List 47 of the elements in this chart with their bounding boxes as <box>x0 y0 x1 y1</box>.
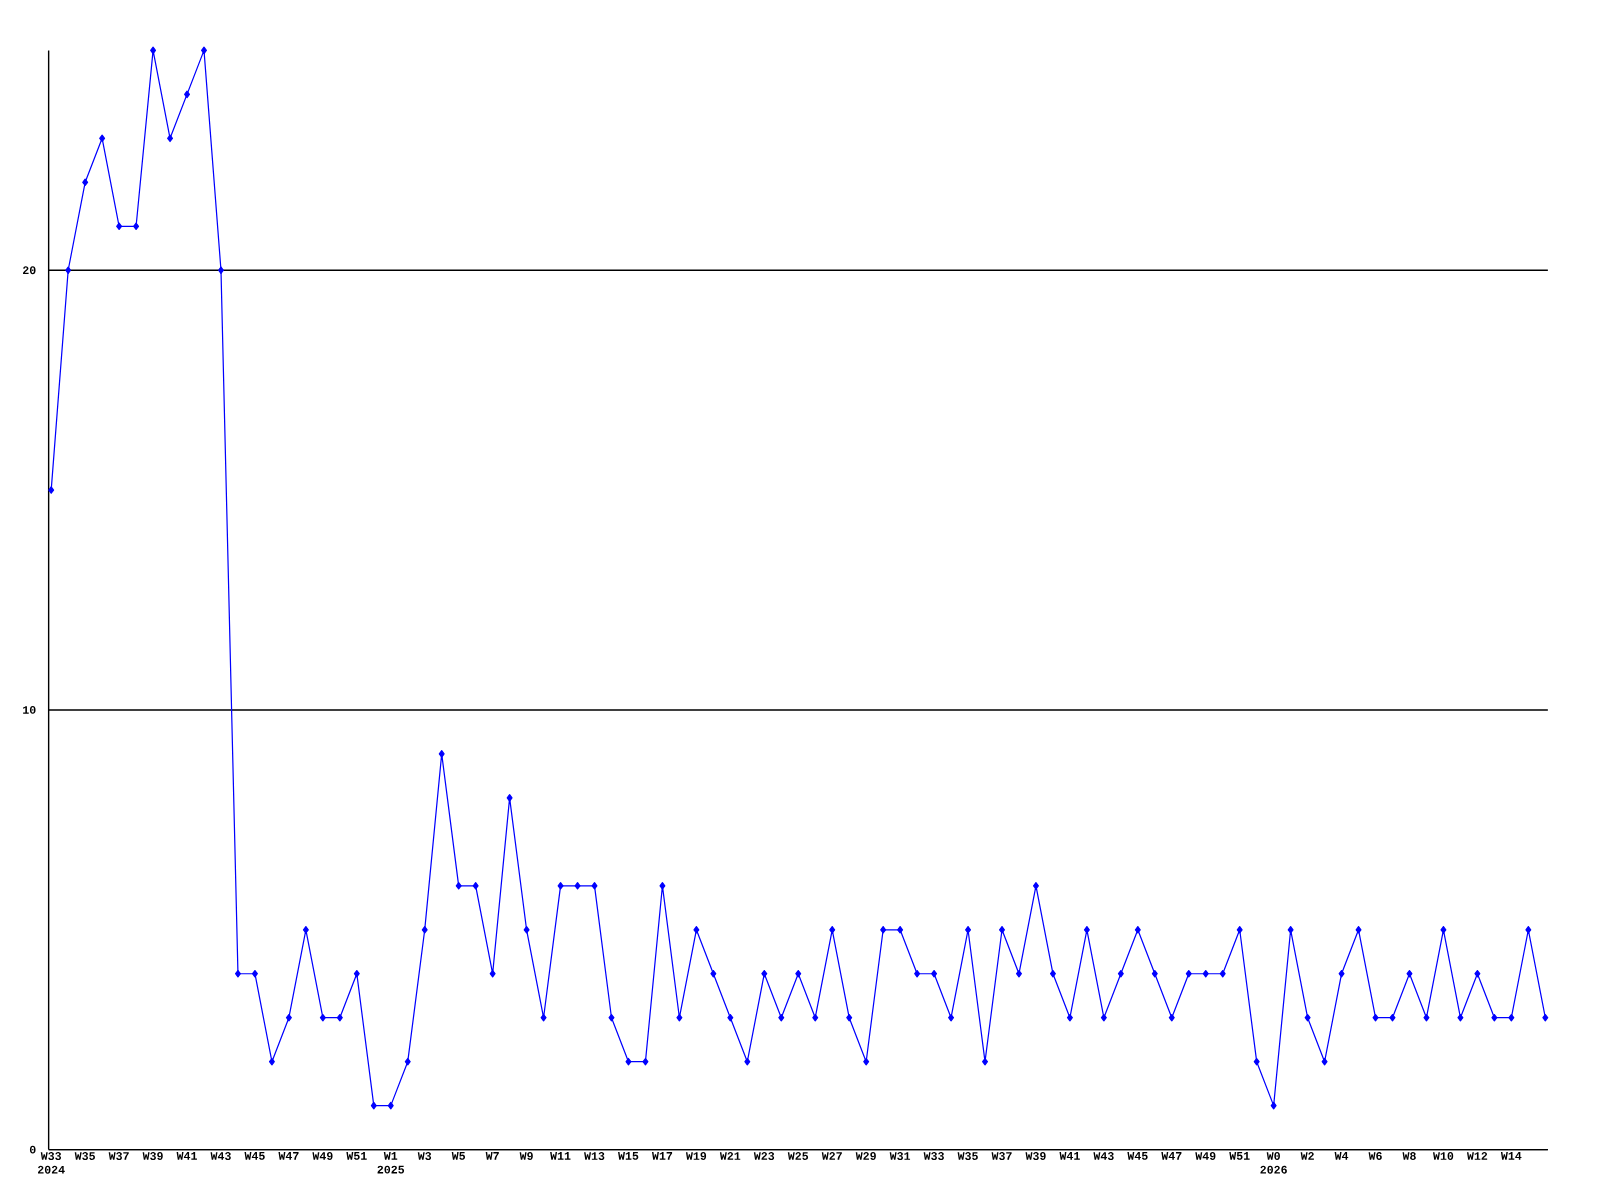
x-tick-label: W39 <box>1025 1152 1046 1160</box>
x-tick-label: W8 <box>1402 1152 1416 1160</box>
x-tick-label: W29 <box>855 1152 876 1160</box>
x-tick-label: W9 <box>519 1152 533 1160</box>
x-tick-label: W23 <box>753 1152 775 1160</box>
x-tick-label: W37 <box>991 1152 1012 1160</box>
x-tick-label: W45 <box>244 1152 265 1160</box>
x-tick-label: W37 <box>108 1152 129 1160</box>
x-tick-label: W4 <box>1334 1152 1349 1160</box>
x-tick-label: W6 <box>1368 1152 1382 1160</box>
x-tick-label: W43 <box>210 1152 231 1160</box>
x-tick-label: W33 <box>923 1152 944 1160</box>
x-tick-label: W33 2024 <box>38 1152 65 1174</box>
y-tick-label: 10 <box>23 706 36 714</box>
x-tick-label: W1 2025 <box>377 1152 405 1174</box>
x-tick-label: W31 <box>889 1152 911 1160</box>
x-tick-label: W0 2026 <box>1260 1152 1287 1174</box>
x-tick-label: W12 <box>1466 1152 1488 1160</box>
x-tick-label: W14 <box>1500 1152 1522 1160</box>
x-tick-label: W39 <box>142 1152 163 1160</box>
x-tick-label: W10 <box>1433 1152 1454 1160</box>
x-tick-label: W51 <box>1229 1152 1250 1160</box>
x-tick-label: W47 <box>1161 1152 1182 1160</box>
x-tick-label: W17 <box>651 1152 673 1160</box>
x-tick-label: W21 <box>719 1152 741 1160</box>
x-tick-label: W11 <box>550 1152 571 1160</box>
x-tick-label: W35 <box>957 1152 978 1160</box>
x-tick-label: W43 <box>1093 1152 1114 1160</box>
x-tick-label: W19 <box>685 1152 707 1160</box>
x-tick-label: W3 <box>417 1152 432 1160</box>
x-tick-label: W51 <box>346 1152 367 1160</box>
x-tick-label: W45 <box>1127 1152 1148 1160</box>
x-tick-label: W49 <box>1195 1152 1216 1160</box>
x-tick-label: W47 <box>278 1152 299 1160</box>
y-tick-label: 0 <box>29 1145 36 1154</box>
x-tick-label: W2 <box>1300 1152 1314 1160</box>
x-tick-label: W25 <box>787 1152 809 1160</box>
x-tick-label: W41 <box>1059 1152 1080 1160</box>
x-tick-label: W13 <box>584 1152 605 1160</box>
x-tick-label: W41 <box>176 1152 197 1160</box>
y-tick-label: 20 <box>23 266 36 275</box>
x-tick-label: W27 <box>821 1152 842 1160</box>
x-tick-label: W7 <box>485 1152 499 1160</box>
x-tick-label: W49 <box>312 1152 333 1160</box>
x-tick-label: W15 <box>618 1152 639 1160</box>
x-tick-label: W5 <box>451 1152 466 1160</box>
x-tick-label: W35 <box>74 1152 95 1160</box>
